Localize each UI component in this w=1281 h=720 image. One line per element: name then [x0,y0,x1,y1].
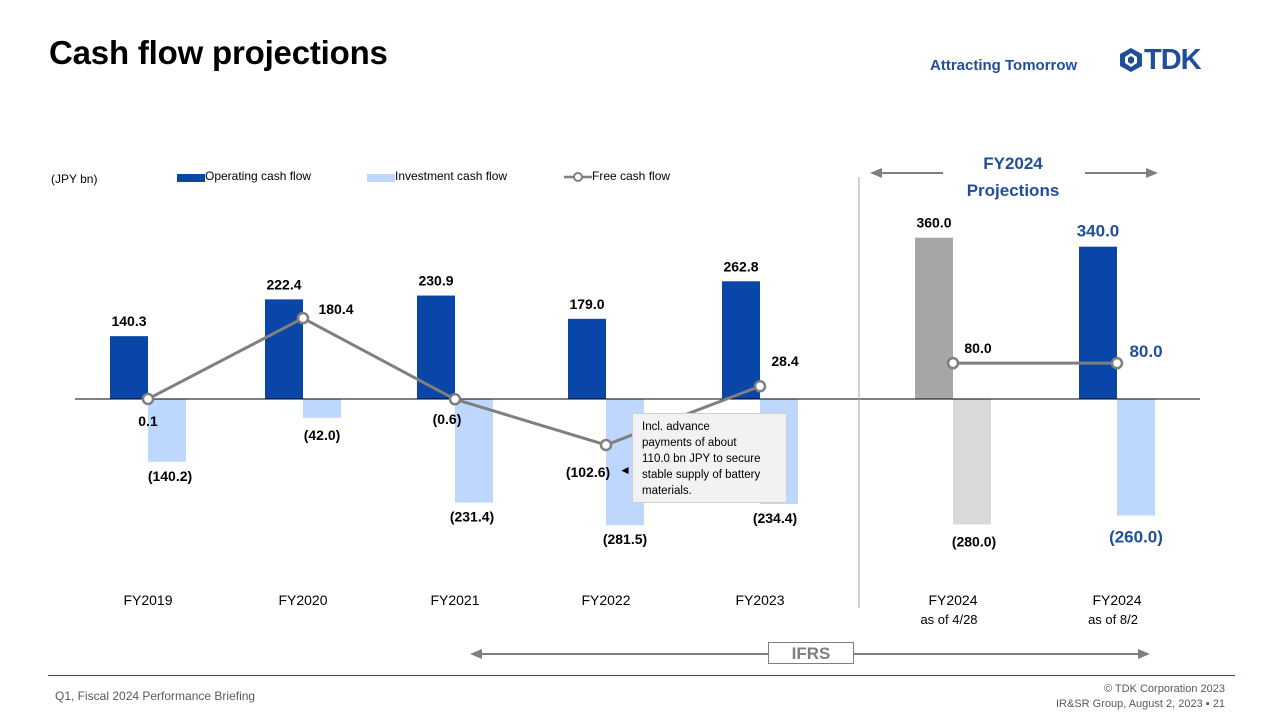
operating-bar [722,281,760,399]
free-cash-flow-point [296,311,310,325]
legend-free-swatch [564,172,592,182]
investment-bar [303,399,341,418]
investment-value-label: (280.0) [952,533,996,549]
category-label: FY2023 [735,592,784,608]
projections-heading: FY2024 Projections [940,150,1086,204]
footer-group-line: IR&SR Group, August 2, 2023 ▪ 21 [1055,698,1225,710]
note-line: 110.0 bn JPY to secure [642,453,761,465]
investment-bar [953,399,991,525]
note-line: materials. [642,485,692,497]
free-cash-flow-value-label: (0.6) [433,411,462,427]
page-number: 21 [1212,698,1225,710]
investment-value-label: (231.4) [450,509,494,525]
category-label: FY2021 [430,592,479,608]
projections-heading-line2: Projections [966,181,1060,200]
operating-value-label: 230.9 [418,273,453,289]
investment-value-label: (140.2) [148,468,192,484]
legend-operating-label: Operating cash flow [205,169,312,183]
operating-value-label: 262.8 [723,258,758,274]
category-label: FY2022 [581,592,630,608]
free-cash-flow-point [753,380,767,393]
ifrs-badge: IFRS [768,642,854,664]
category-label: FY2024 [928,592,977,608]
free-cash-flow-value-label: 0.1 [138,413,158,429]
brand-slogan: Attracting Tomorrow [930,57,1078,74]
advance-payment-note: Incl. advance payments of about 110.0 bn… [632,413,787,503]
free-cash-flow-point [599,438,613,452]
investment-value-label: (42.0) [304,427,341,443]
operating-value-label: 340.0 [1077,222,1120,241]
ifrs-arrow-right-icon [1138,649,1150,659]
footer-briefing-title: Q1, Fiscal 2024 Performance Briefing [55,689,256,703]
legend-free-label: Free cash flow [592,169,671,183]
note-line: stable supply of battery [642,469,761,481]
investment-bar [455,399,493,503]
category-label: FY2019 [123,592,172,608]
tdk-emblem-icon [1120,48,1142,72]
investment-bar [1117,399,1155,516]
projections-heading-line1: FY2024 [983,154,1043,173]
operating-bar [265,299,303,399]
footer-divider [48,675,1235,676]
category-label: FY2024 [1092,592,1141,608]
tdk-logo: TDK [1118,44,1236,76]
operating-bar [1079,246,1117,399]
legend-investment-swatch [367,174,395,182]
ifrs-arrow-left-icon [470,649,482,659]
free-cash-flow-point [448,393,462,406]
category-label: FY2020 [278,592,327,608]
investment-value-label: (234.4) [753,510,797,526]
operating-value-label: 140.3 [111,313,146,329]
arrow-left-icon [870,168,882,178]
note-pointer-icon: ◄ [619,463,631,477]
arrow-right-icon [1146,168,1158,178]
free-cash-flow-value-label: (102.6) [566,464,610,480]
investment-value-label: (260.0) [1109,527,1163,546]
operating-bar [568,318,606,399]
operating-bar [915,237,953,399]
operating-value-label: 222.4 [266,276,301,292]
category-sublabel: as of 4/28 [920,612,977,627]
footer-copyright-block: © TDK Corporation 2023 IR&SR Group, Augu… [1056,682,1225,712]
footer-copyright: © TDK Corporation 2023 [1103,683,1225,695]
legend-investment-label: Investment cash flow [395,169,508,183]
unit-label: (JPY bn) [51,172,98,186]
operating-value-label: 360.0 [916,215,951,231]
free-cash-flow-value-label: 80.0 [1129,342,1162,361]
free-cash-flow-point [1110,356,1124,370]
free-cash-flow-value-label: 180.4 [318,301,353,317]
note-line: Incl. advance [642,421,710,433]
logo-text: TDK [1144,44,1202,76]
operating-bar [110,336,148,399]
free-cash-flow-value-label: 28.4 [771,353,798,369]
free-cash-flow-point [946,356,960,370]
investment-value-label: (281.5) [603,531,647,547]
page-title: Cash flow projections [49,34,388,71]
investment-bar [148,399,186,462]
free-cash-flow-value-label: 80.0 [964,340,991,356]
operating-value-label: 179.0 [569,296,604,312]
legend-operating-swatch [177,174,205,182]
free-cash-flow-point [141,392,155,406]
note-line: payments of about [642,437,737,449]
category-sublabel: as of 8/2 [1088,612,1138,627]
footer-group: IR&SR Group, August 2, 2023 [1055,698,1203,710]
